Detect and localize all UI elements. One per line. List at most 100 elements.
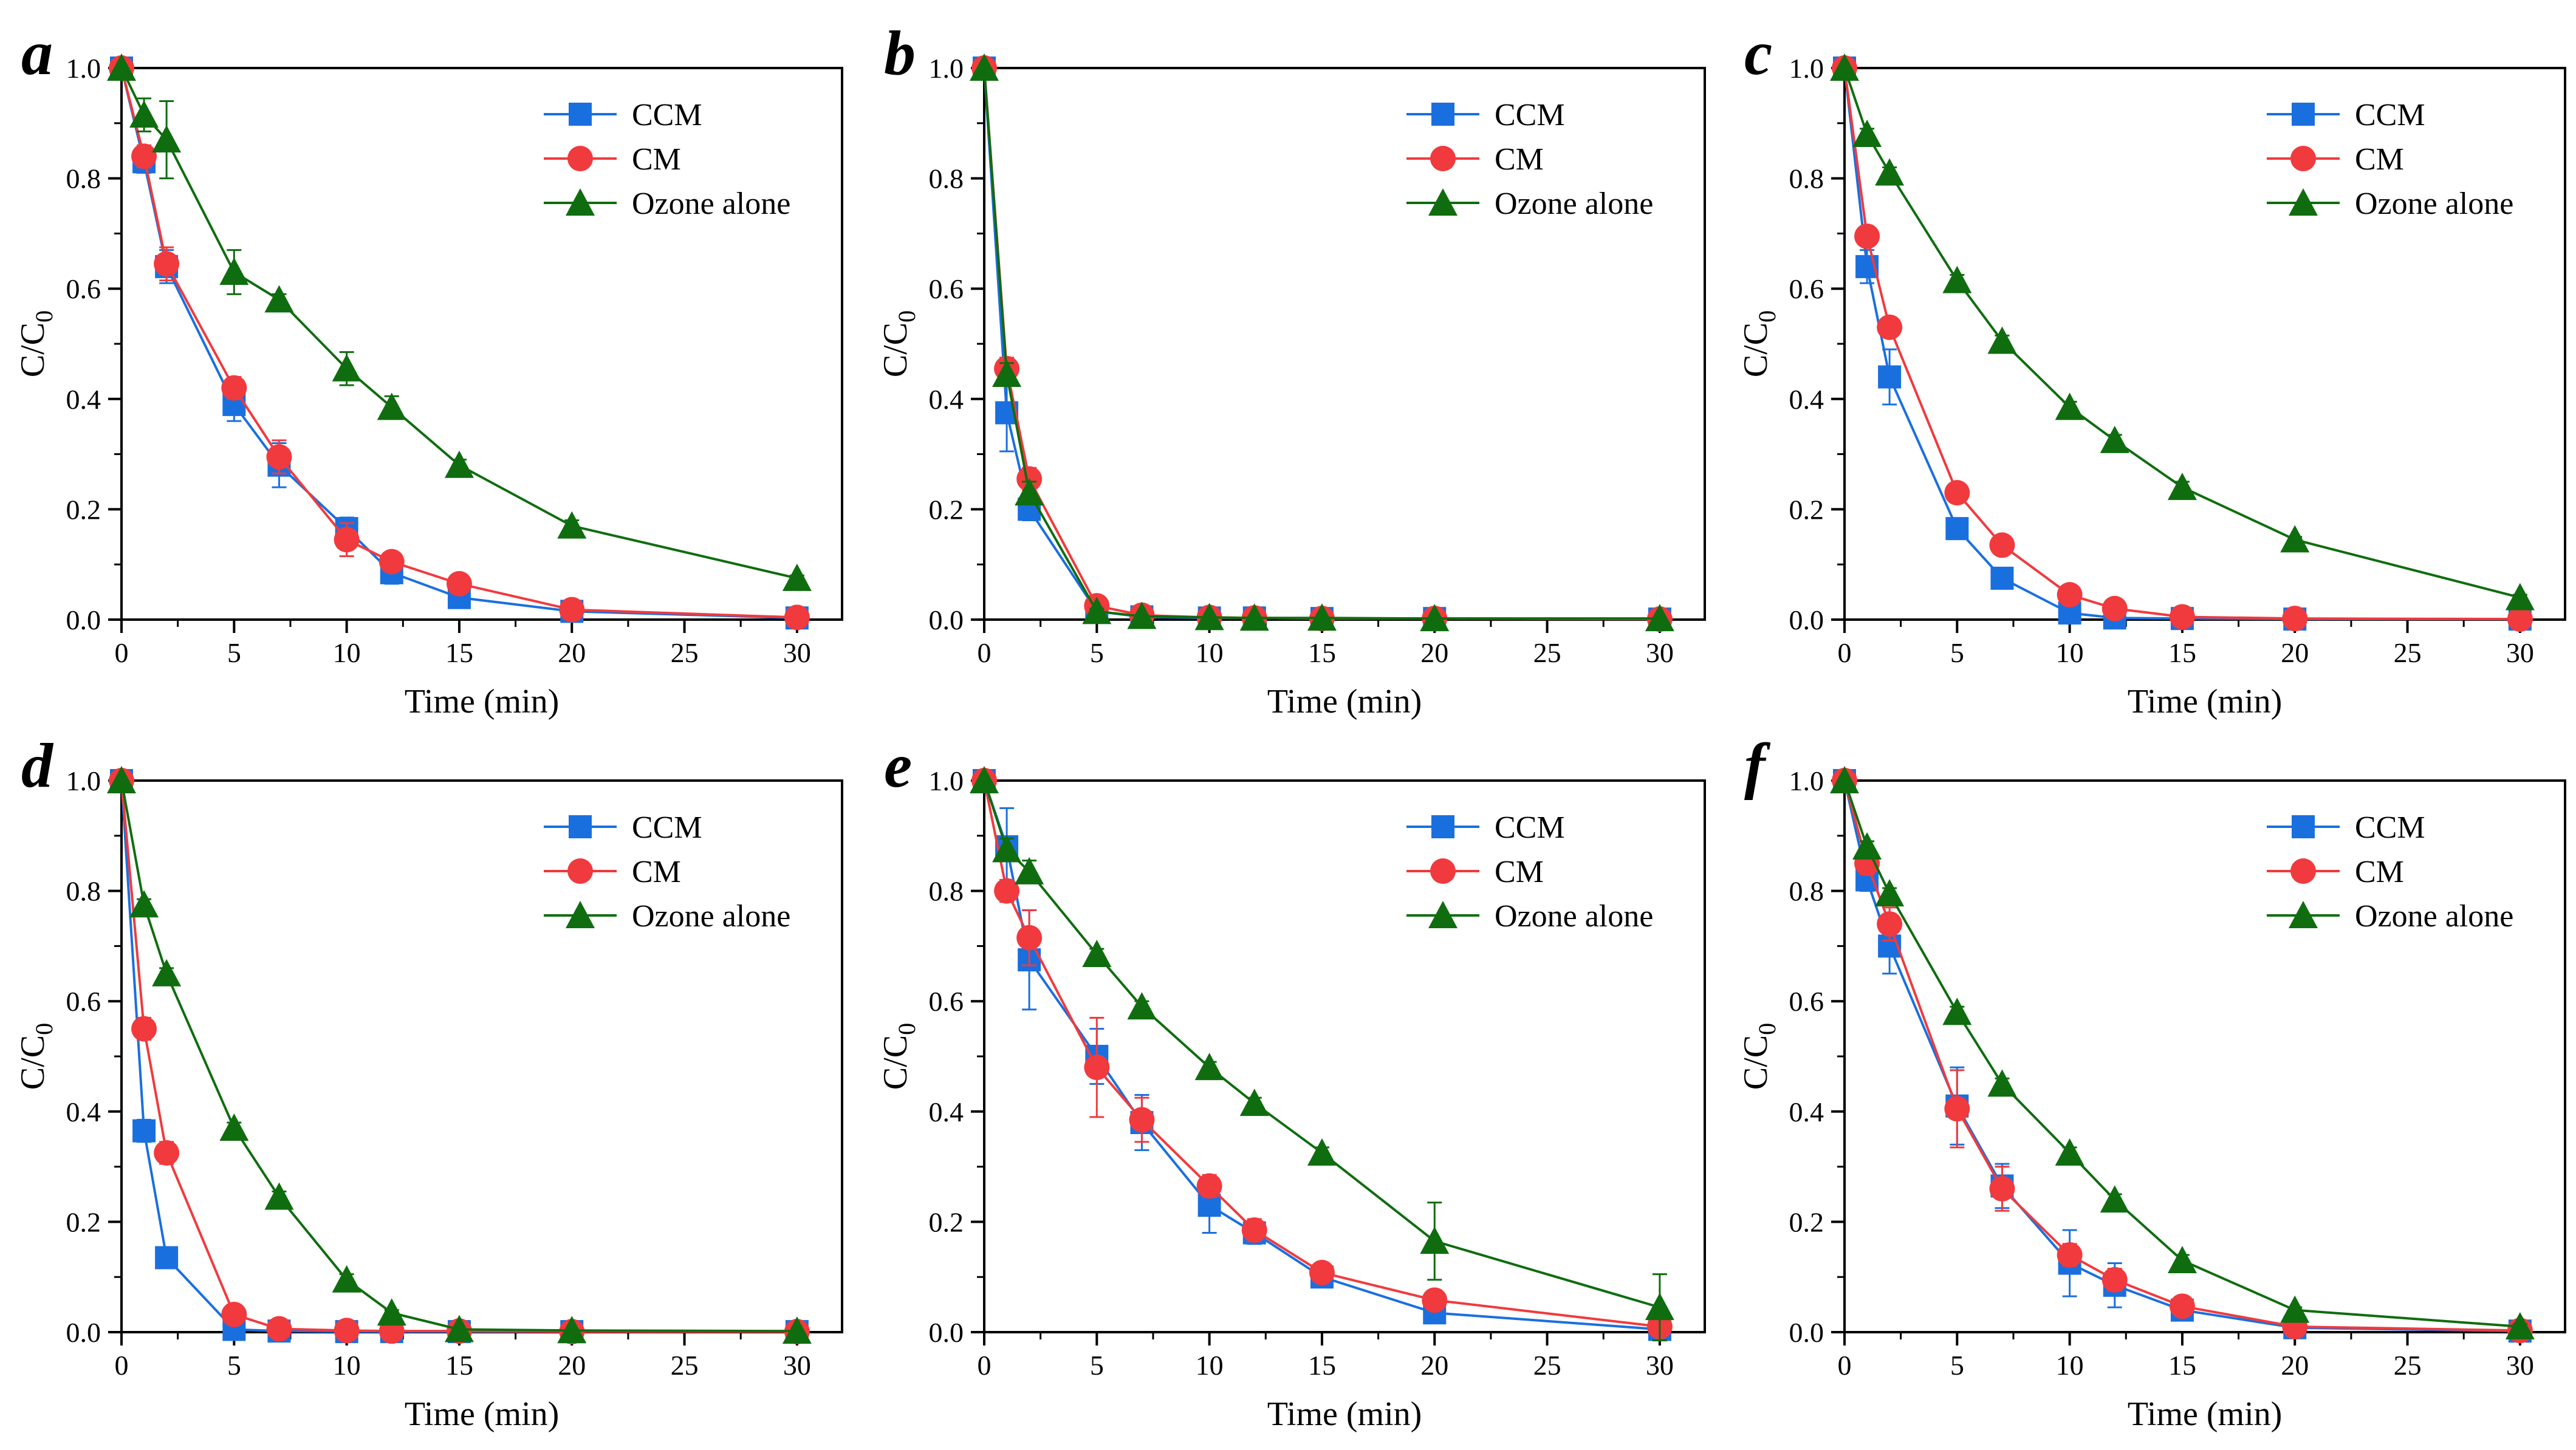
x-tick-label: 10 xyxy=(333,637,361,668)
data-point xyxy=(266,1316,292,1342)
y-axis-label-subscript: 0 xyxy=(893,1023,920,1035)
chart-panel-a: 0 5 10 15 20 25 30 0.0 0.2 0.4 0.6 0.8 1.0 Time (min)… xyxy=(14,18,843,720)
legend-marker xyxy=(2289,901,2318,928)
data-point xyxy=(1875,879,1905,907)
y-tick-label: 0.4 xyxy=(1789,1096,1824,1127)
data-point xyxy=(107,766,136,793)
x-tick-label: 5 xyxy=(1950,1350,1964,1381)
data-point xyxy=(1127,601,1157,629)
data-point xyxy=(1082,940,1112,968)
data-point xyxy=(219,1113,249,1141)
data-point xyxy=(2169,604,2195,630)
data-point xyxy=(1942,265,1972,293)
legend-marker xyxy=(566,188,595,216)
data-point xyxy=(2507,606,2533,632)
data-point xyxy=(1987,326,2017,354)
legend-label: CCM xyxy=(2355,98,2425,132)
x-tick-label: 20 xyxy=(558,637,586,668)
y-tick-label: 0.2 xyxy=(66,494,101,525)
data-point xyxy=(992,359,1022,387)
y-tick-label: 0.0 xyxy=(929,1317,964,1348)
data-point xyxy=(1645,1293,1674,1321)
data-point xyxy=(131,143,157,169)
y-tick-label: 0.6 xyxy=(66,986,101,1017)
data-point xyxy=(2057,1242,2083,1268)
y-tick-label: 0.8 xyxy=(929,163,964,194)
y-tick-label: 0.2 xyxy=(66,1206,101,1237)
x-tick-label: 25 xyxy=(2394,1350,2422,1381)
data-point xyxy=(1944,480,1970,506)
data-point xyxy=(1016,925,1043,951)
legend: CCM CM Ozone alone xyxy=(1406,810,1653,934)
y-tick-label: 0.2 xyxy=(929,494,964,525)
legend-marker xyxy=(1428,188,1458,216)
data-point xyxy=(1015,857,1044,884)
legend-label: Ozone alone xyxy=(1495,899,1653,934)
data-point xyxy=(994,878,1020,904)
y-axis-label: C/C0 xyxy=(1737,1023,1781,1090)
data-point xyxy=(131,1016,157,1042)
y-tick-label: 0.6 xyxy=(1789,986,1824,1017)
data-point xyxy=(377,392,406,420)
legend-label: CCM xyxy=(632,98,702,132)
x-tick-label: 15 xyxy=(2168,637,2196,668)
series-line xyxy=(120,67,797,620)
data-point xyxy=(1307,603,1337,631)
panel-label: b xyxy=(884,18,916,88)
legend: CCM CM Ozone alone xyxy=(544,810,790,934)
data-point xyxy=(1990,566,2014,590)
data-point xyxy=(1989,1175,2015,1202)
data-point xyxy=(1877,911,1903,937)
x-tick-label: 10 xyxy=(1196,1350,1224,1381)
series-ozone-alone xyxy=(1830,766,2535,1339)
x-tick-label: 30 xyxy=(2506,637,2534,668)
legend-label: Ozone alone xyxy=(1495,186,1653,221)
data-point xyxy=(1830,766,1859,793)
y-tick-label: 0.6 xyxy=(1789,273,1824,304)
y-tick-label: 0.6 xyxy=(929,273,964,304)
data-point xyxy=(782,1316,812,1344)
y-axis-label: C/C0 xyxy=(1737,310,1781,377)
legend: CCM CM Ozone alone xyxy=(1406,98,1653,221)
x-tick-label: 30 xyxy=(1646,637,1674,668)
data-point xyxy=(219,257,249,285)
data-point xyxy=(1127,992,1157,1020)
y-axis-label: C/C0 xyxy=(14,310,58,377)
y-tick-label: 0.0 xyxy=(1789,604,1824,635)
data-point xyxy=(334,1318,360,1344)
data-point xyxy=(2055,392,2084,420)
x-tick-label: 30 xyxy=(2506,1350,2534,1381)
legend-label: CM xyxy=(632,142,681,177)
legend-marker xyxy=(2289,188,2318,216)
legend-marker xyxy=(569,103,592,126)
data-point xyxy=(1942,997,1972,1025)
series-ccm xyxy=(110,769,809,1344)
x-tick-label: 30 xyxy=(783,1350,811,1381)
y-tick-label: 0.2 xyxy=(1789,494,1824,525)
data-point xyxy=(221,375,247,401)
x-tick-label: 15 xyxy=(445,637,473,668)
legend-label: Ozone alone xyxy=(2355,899,2513,934)
data-point xyxy=(155,1246,179,1270)
series-line xyxy=(1843,67,2521,599)
x-tick-label: 0 xyxy=(1838,1350,1852,1381)
series-cm xyxy=(971,768,1673,1339)
legend-label: CCM xyxy=(2355,810,2425,845)
series-line xyxy=(1843,780,2520,1332)
x-tick-label: 20 xyxy=(1420,637,1448,668)
x-axis-label: Time (min) xyxy=(405,683,560,720)
data-point xyxy=(1852,119,1882,147)
legend-label: CCM xyxy=(1495,810,1565,845)
data-point xyxy=(2505,583,2535,610)
data-point xyxy=(1854,223,1880,249)
panel-label: f xyxy=(1744,731,1771,801)
plot-frame xyxy=(120,67,843,621)
series-line xyxy=(1843,780,2521,1328)
y-axis-label: C/C0 xyxy=(877,310,920,377)
data-point xyxy=(784,604,810,631)
data-point xyxy=(1084,1055,1110,1081)
data-point xyxy=(2280,525,2310,553)
data-point xyxy=(154,251,180,277)
panel-label: a xyxy=(21,18,53,88)
x-axis-label: Time (min) xyxy=(1267,1395,1422,1433)
